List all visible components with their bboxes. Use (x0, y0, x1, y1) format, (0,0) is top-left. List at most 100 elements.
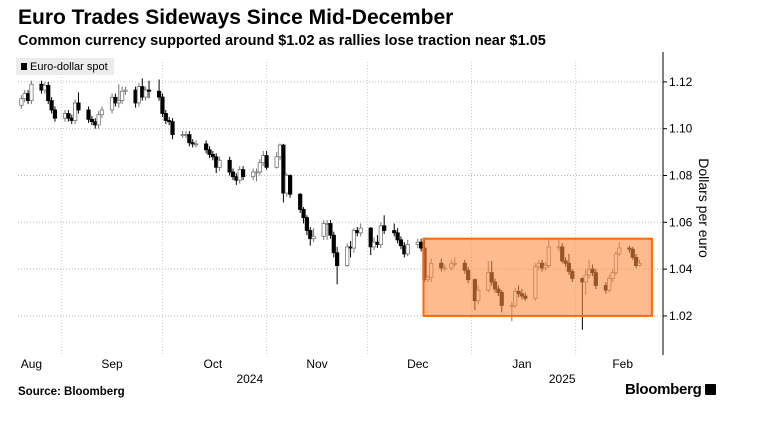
candle (375, 235, 380, 249)
candle (234, 173, 239, 185)
candle-body (210, 154, 215, 158)
candle (73, 99, 78, 125)
candle-body (69, 117, 74, 121)
candle-body (234, 176, 239, 181)
candle-body (143, 89, 148, 98)
candle (415, 238, 420, 249)
candle (328, 219, 333, 239)
candle (167, 116, 172, 126)
candle (281, 143, 286, 203)
candle (345, 243, 350, 267)
candle-body (167, 120, 172, 123)
candle-body (257, 162, 262, 173)
candle (123, 86, 128, 95)
candle-body (66, 113, 71, 119)
candle (76, 92, 81, 114)
y-axis-title: Dollars per euro (696, 158, 712, 258)
candle (378, 222, 383, 249)
candle-body (301, 209, 306, 219)
candle (99, 106, 105, 119)
candle (368, 226, 373, 256)
candle-body (240, 169, 246, 178)
x-tick-label: Feb (612, 357, 633, 371)
candle (183, 131, 189, 139)
candle-body (392, 230, 397, 234)
candle (170, 118, 175, 140)
candle (180, 131, 185, 139)
candle (136, 83, 142, 107)
y-tick-label: 1.06 (669, 215, 693, 229)
candle-body (402, 245, 407, 255)
candle (69, 114, 74, 125)
legend-label: Euro-dollar spot (30, 60, 108, 73)
candle (210, 150, 215, 161)
candle-body (73, 102, 78, 121)
candle (109, 93, 115, 114)
candle (264, 150, 269, 170)
y-tick-label: 1.04 (669, 262, 693, 276)
candle-body (22, 93, 27, 100)
candle (217, 156, 222, 171)
candle (395, 228, 400, 244)
candle (288, 174, 293, 198)
source-note: Source: Bloomberg (18, 386, 125, 398)
candle (190, 139, 195, 148)
candle (371, 237, 377, 251)
candle (204, 140, 209, 154)
candle (308, 226, 313, 246)
candle-body (277, 144, 283, 158)
candle (237, 166, 242, 184)
candle-body (324, 223, 330, 225)
candle-body (230, 171, 236, 178)
candle (39, 80, 44, 94)
candle-body (86, 109, 91, 120)
candle-body (183, 134, 189, 136)
candle-body (335, 252, 340, 267)
candle (89, 115, 95, 126)
candle (22, 90, 27, 103)
highlight-range-box (422, 237, 653, 317)
x-tick-label: Dec (407, 357, 428, 371)
candle (86, 106, 91, 123)
candle-body (187, 134, 192, 144)
candle-body (123, 89, 128, 92)
candle-body (419, 241, 424, 249)
candle-body (311, 235, 316, 240)
x-tick-label: Aug (21, 357, 42, 371)
legend-swatch (21, 63, 27, 70)
candle-body (254, 171, 259, 174)
candle (240, 166, 246, 181)
x-tick-label: Jan (512, 357, 531, 371)
candle-body (193, 143, 199, 146)
candle-body (321, 223, 326, 237)
candle (214, 153, 219, 174)
candle (193, 140, 199, 148)
candle (382, 215, 387, 235)
candle (335, 246, 340, 285)
candle (254, 168, 259, 182)
candle (321, 219, 326, 240)
candle (392, 223, 397, 237)
candle-body (170, 121, 175, 135)
candle-body (46, 85, 51, 102)
candle (46, 81, 51, 105)
candle-body (156, 90, 162, 98)
candle-body (140, 86, 145, 98)
candle (358, 223, 363, 237)
candle-body (274, 156, 279, 168)
candle (207, 146, 212, 158)
candle-body (190, 142, 195, 145)
candle (146, 80, 152, 99)
candle (251, 168, 256, 181)
candle-body (284, 175, 289, 194)
candle (311, 228, 316, 243)
x-tick-label: Sep (101, 357, 123, 371)
bloomberg-chart-icon (705, 384, 717, 395)
candle-body (62, 113, 68, 119)
candle (187, 131, 192, 147)
y-tick-label: 1.08 (669, 169, 693, 183)
candle (331, 231, 336, 258)
candle-body (109, 96, 115, 111)
candle (113, 93, 118, 107)
